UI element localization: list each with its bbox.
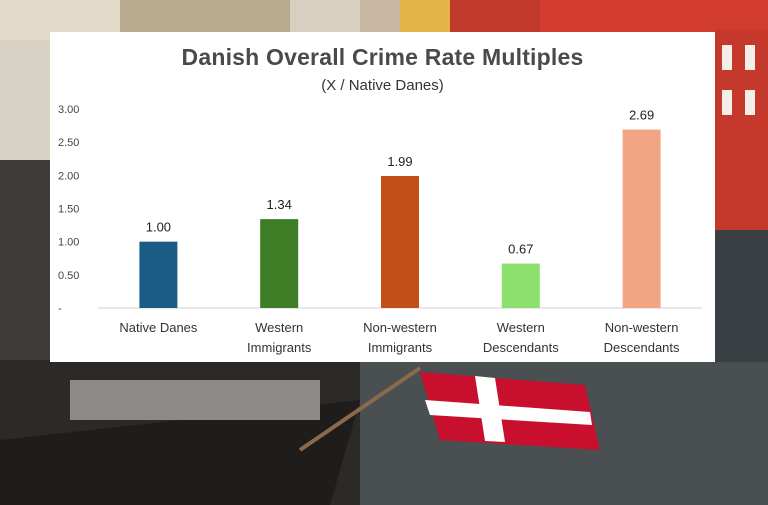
x-tick-label: Descendants xyxy=(604,340,680,355)
x-tick-label: Native Danes xyxy=(119,320,198,335)
y-tick-label: 3.00 xyxy=(58,104,79,116)
x-tick-label: Western xyxy=(255,320,303,335)
data-label: 1.99 xyxy=(387,154,412,169)
data-label: 0.67 xyxy=(508,242,533,257)
y-tick-label: - xyxy=(58,303,62,315)
y-tick-label: 0.50 xyxy=(58,270,79,282)
bar xyxy=(622,129,661,308)
data-label: 1.00 xyxy=(146,220,171,235)
data-label: 2.69 xyxy=(629,108,654,123)
data-label: 1.34 xyxy=(267,197,292,212)
x-tick-label: Immigrants xyxy=(247,340,312,355)
x-tick-label: Western xyxy=(497,320,545,335)
y-tick-label: 1.50 xyxy=(58,204,79,216)
x-tick-label: Non-western xyxy=(363,320,437,335)
y-tick-label: 2.00 xyxy=(58,170,79,182)
chart-subtitle: (X / Native Danes) xyxy=(321,77,444,94)
bar xyxy=(381,175,419,308)
bar xyxy=(260,219,299,308)
x-tick-label: Immigrants xyxy=(368,340,433,355)
bar-chart: - 0.50 1.00 1.50 2.00 2.50 3.00 1.00 Native Dane… xyxy=(58,104,702,355)
x-tick-label: Non-western xyxy=(605,320,679,335)
x-tick-label: Descendants xyxy=(483,340,559,355)
y-tick-label: 1.00 xyxy=(58,237,79,249)
bar xyxy=(501,263,540,308)
chart-card: Danish Overall Crime Rate Multiples (X /… xyxy=(50,32,715,362)
chart-title: Danish Overall Crime Rate Multiples xyxy=(181,44,584,70)
bar xyxy=(139,241,178,308)
y-tick-label: 2.50 xyxy=(58,137,79,149)
